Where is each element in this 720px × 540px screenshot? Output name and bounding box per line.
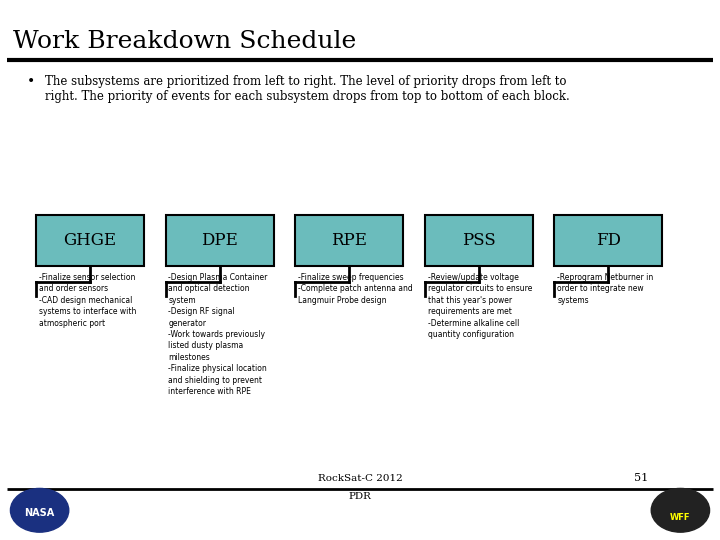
FancyBboxPatch shape: [554, 214, 662, 266]
Text: GHGE: GHGE: [63, 232, 117, 249]
Text: DPE: DPE: [201, 232, 238, 249]
Text: RockSat-C 2012: RockSat-C 2012: [318, 474, 402, 483]
Text: -Review/update voltage
regulator circuits to ensure
that this year's power
requi: -Review/update voltage regulator circuit…: [428, 273, 532, 339]
Text: PSS: PSS: [462, 232, 495, 249]
Circle shape: [11, 488, 69, 532]
Text: NASA: NASA: [24, 508, 55, 518]
Text: 51: 51: [634, 473, 648, 483]
Text: -Finalize sweep frequencies
-Complete patch antenna and
Langmuir Probe design: -Finalize sweep frequencies -Complete pa…: [298, 273, 413, 305]
FancyBboxPatch shape: [425, 214, 533, 266]
Text: •: •: [27, 75, 35, 89]
Text: -Reprogram Netburner in
order to integrate new
systems: -Reprogram Netburner in order to integra…: [557, 273, 654, 305]
FancyBboxPatch shape: [36, 214, 144, 266]
Text: Work Breakdown Schedule: Work Breakdown Schedule: [13, 30, 356, 53]
Text: -Finalize sensor selection
and order sensors
-CAD design mechanical
systems to i: -Finalize sensor selection and order sen…: [39, 273, 136, 327]
FancyBboxPatch shape: [295, 214, 403, 266]
Text: The subsystems are prioritized from left to right. The level of priority drops f: The subsystems are prioritized from left…: [45, 75, 566, 87]
Text: right. The priority of events for each subsystem drops from top to bottom of eac: right. The priority of events for each s…: [45, 90, 570, 103]
Circle shape: [652, 488, 709, 532]
FancyBboxPatch shape: [166, 214, 274, 266]
Text: FD: FD: [596, 232, 621, 249]
Text: RPE: RPE: [331, 232, 367, 249]
Text: WFF: WFF: [670, 513, 690, 522]
Text: PDR: PDR: [348, 492, 372, 502]
Text: -Design Plasma Container
and optical detection
system
-Design RF signal
generato: -Design Plasma Container and optical det…: [168, 273, 268, 396]
